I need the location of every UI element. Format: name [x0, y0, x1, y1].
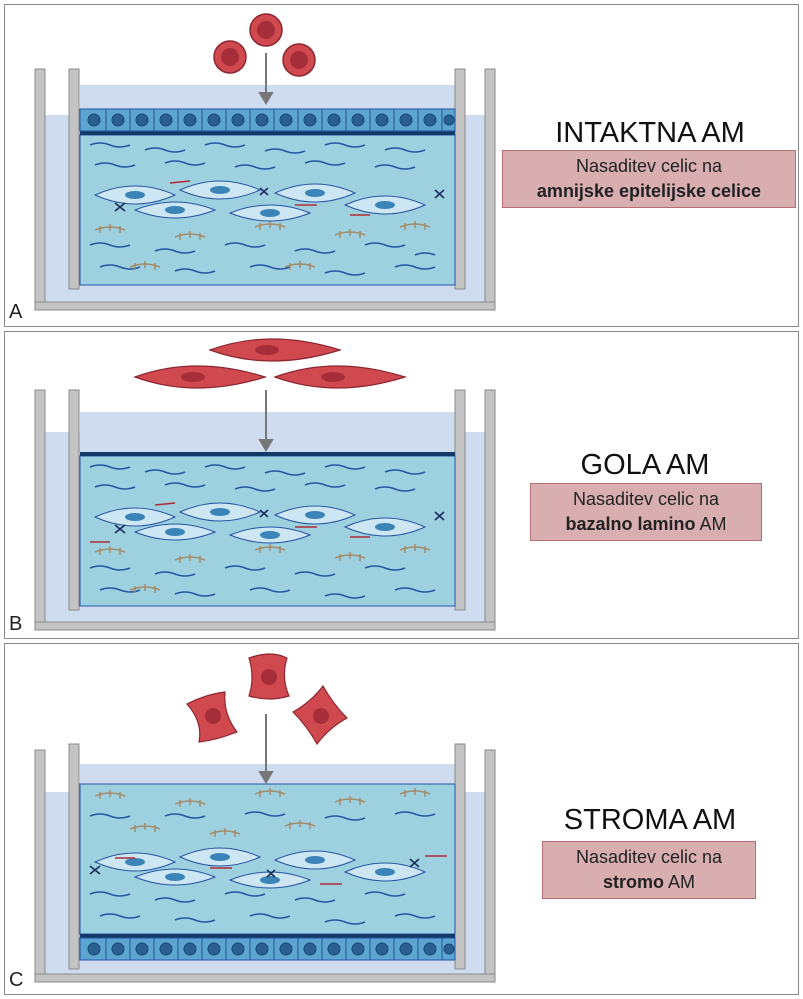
seeded-cells-b [133, 338, 408, 389]
description-box: Nasaditev celic na bazalno lamino AM [530, 483, 762, 541]
panel-letter: C [9, 969, 24, 991]
arrow-down-icon [258, 714, 274, 784]
arrow-down-icon [258, 53, 274, 105]
well-diagram-a [34, 13, 496, 311]
description-rest: AM [664, 872, 696, 892]
arrow-down-icon [258, 390, 274, 452]
description-bold: stromo [602, 872, 664, 892]
description-bold: amnijske epitelijske celice [536, 181, 762, 201]
description-box: Nasaditev celic na stromo AM [542, 841, 756, 899]
panel-title: STROMA AM [563, 804, 737, 836]
amnion-tissue-a [79, 108, 456, 286]
description-emphasis-line: amnijske epitelijske celice [507, 179, 791, 204]
description-rest: AM [695, 514, 727, 534]
description-line: Nasaditev celic na [575, 847, 723, 867]
panel-letter: A [9, 301, 23, 323]
panel-b: B GOLA AM Nasaditev celic na bazalno lam… [4, 331, 799, 639]
panel-c: C STROMA AM Nasaditev celic na stromo AM [4, 643, 799, 995]
panel-title: GOLA AM [580, 449, 710, 481]
well-diagram-c [34, 653, 496, 983]
description-emphasis-line: stromo AM [547, 870, 751, 895]
panel-title: INTAKTNA AM [555, 117, 745, 149]
description-line: Nasaditev celic na [572, 489, 720, 509]
amnion-tissue-b [79, 452, 456, 607]
description-emphasis-line: bazalno lamino AM [535, 512, 757, 537]
seeded-cells-c [186, 653, 348, 746]
panel-a: A INTAKTNA AM Nasaditev celic na amnijsk… [4, 4, 799, 327]
description-line: Nasaditev celic na [575, 156, 723, 176]
panel-letter: B [9, 613, 23, 635]
seeded-cells-a [213, 13, 316, 77]
description-bold: bazalno lamino [565, 514, 696, 534]
description-box: Nasaditev celic na amnijske epitelijske … [502, 150, 796, 208]
well-diagram-b [34, 338, 496, 631]
amnion-tissue-c [79, 783, 456, 961]
